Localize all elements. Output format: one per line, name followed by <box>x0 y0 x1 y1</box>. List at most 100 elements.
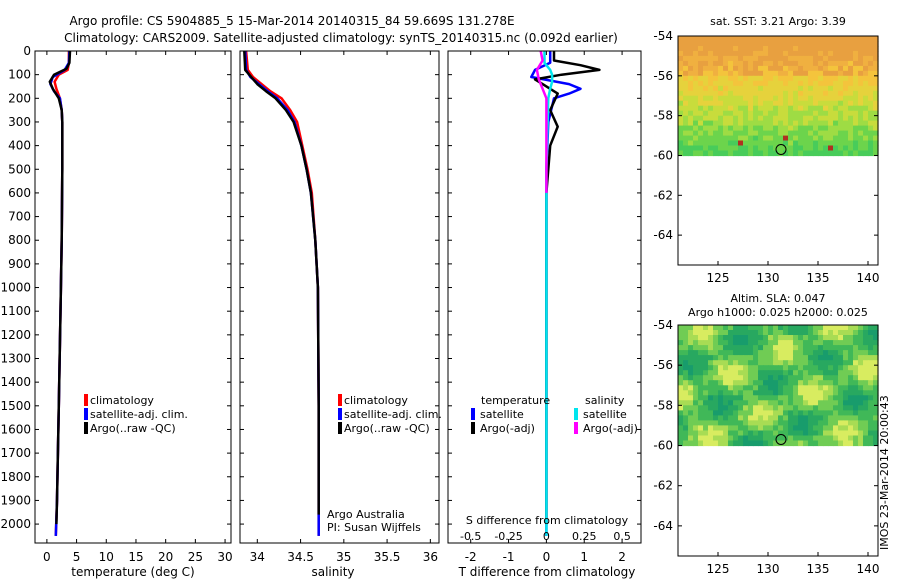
heatmap-cell <box>708 385 714 391</box>
heatmap-cell <box>678 380 684 386</box>
heatmap-cell <box>838 85 844 92</box>
heatmap-cell <box>753 380 759 386</box>
legend-label-satellite: satellite-adj. clim. <box>90 408 188 421</box>
heatmap-cell <box>778 60 784 67</box>
heatmap-cell <box>833 350 839 356</box>
heatmap-cell <box>758 365 764 371</box>
heatmap-cell <box>868 125 874 132</box>
heatmap-cell <box>788 360 794 366</box>
heatmap-cell <box>858 110 864 117</box>
heatmap-cell <box>818 335 824 341</box>
heatmap-cell <box>873 145 879 152</box>
heatmap-cell <box>788 125 794 132</box>
heatmap-cell <box>738 345 744 351</box>
sla-heatmap-cells <box>678 325 879 447</box>
series-line-satellite-adj-clim- <box>243 50 320 536</box>
heatmap-cell <box>738 100 744 107</box>
heatmap-cell <box>808 50 814 57</box>
heatmap-cell <box>848 85 854 92</box>
heatmap-cell <box>688 80 694 87</box>
heatmap-cell <box>778 380 784 386</box>
heatmap-cell <box>718 415 724 421</box>
heatmap-cell <box>678 145 684 152</box>
heatmap-cell <box>828 415 834 421</box>
heatmap-cell <box>818 80 824 87</box>
heatmap-cell <box>703 355 709 361</box>
heatmap-cell <box>753 36 759 42</box>
heatmap-cell <box>688 380 694 386</box>
heatmap-cell <box>848 115 854 122</box>
heatmap-cell <box>798 135 804 142</box>
heatmap-cell <box>848 350 854 356</box>
heatmap-cell <box>778 435 784 442</box>
heatmap-cell <box>773 150 779 157</box>
heatmap-cell <box>843 50 849 57</box>
heatmap-cell <box>713 36 719 42</box>
heatmap-cell <box>753 145 759 152</box>
heatmap-cell <box>853 375 859 381</box>
heatmap-cell <box>828 46 834 52</box>
heatmap-cell <box>678 405 684 411</box>
heatmap-cell <box>758 430 764 437</box>
heatmap-cell <box>818 410 824 416</box>
heatmap-cell <box>778 325 784 331</box>
heatmap-cell <box>718 135 724 142</box>
heatmap-cell <box>858 345 864 351</box>
heatmap-cell <box>803 410 809 416</box>
heatmap-cell <box>738 145 744 152</box>
heatmap-cell <box>718 440 724 447</box>
heatmap-cell <box>853 100 859 107</box>
heatmap-cell <box>828 60 834 67</box>
heatmap-cell <box>678 115 684 122</box>
heatmap-cell <box>773 370 779 376</box>
heatmap-cell <box>753 440 759 447</box>
heatmap-cell <box>803 100 809 107</box>
heatmap-cell <box>758 110 764 117</box>
heatmap-cell <box>848 41 854 47</box>
heatmap-cell <box>813 41 819 47</box>
heatmap-cell <box>733 65 739 72</box>
heatmap-cell <box>808 425 814 431</box>
heatmap-cell <box>803 46 809 52</box>
heatmap-cell <box>783 370 789 376</box>
heatmap-cell <box>733 330 739 336</box>
heatmap-cell <box>818 325 824 331</box>
heatmap-cell <box>838 350 844 356</box>
heatmap-cell <box>828 85 834 92</box>
heatmap-cell <box>703 365 709 371</box>
heatmap-cell <box>783 355 789 361</box>
heatmap-cell <box>773 75 779 82</box>
temperature-xlabel: temperature (deg C) <box>71 565 194 579</box>
heatmap-cell <box>688 430 694 437</box>
heatmap-cell <box>868 50 874 57</box>
heatmap-cell <box>693 400 699 406</box>
heatmap-cell <box>808 365 814 371</box>
heatmap-cell <box>843 330 849 336</box>
heatmap-cell <box>783 390 789 396</box>
y-tick-label: -62 <box>653 479 673 493</box>
heatmap-cell <box>723 435 729 442</box>
heatmap-cell <box>723 120 729 127</box>
heatmap-cell <box>778 65 784 72</box>
heatmap-cell <box>773 65 779 72</box>
heatmap-cell <box>778 340 784 346</box>
heatmap-cell <box>718 140 724 147</box>
heatmap-cell <box>818 46 824 52</box>
heatmap-cell <box>798 125 804 132</box>
top-x-tick-label: 0 <box>543 530 550 543</box>
heatmap-cell <box>813 125 819 132</box>
heatmap-cell <box>793 70 799 77</box>
legend-label-sal-argo: Argo(-adj) <box>583 422 638 435</box>
heatmap-cell <box>723 340 729 346</box>
heatmap-cell <box>858 125 864 132</box>
heatmap-cell <box>743 400 749 406</box>
heatmap-cell <box>848 345 854 351</box>
heatmap-cell <box>718 360 724 366</box>
heatmap-cell <box>853 435 859 442</box>
heatmap-cell <box>728 100 734 107</box>
heatmap-cell <box>733 410 739 416</box>
difference-legend: temperature salinity satellite Argo(-adj… <box>471 394 638 435</box>
heatmap-cell <box>713 130 719 137</box>
heatmap-cell <box>803 350 809 356</box>
heatmap-cell <box>713 415 719 421</box>
